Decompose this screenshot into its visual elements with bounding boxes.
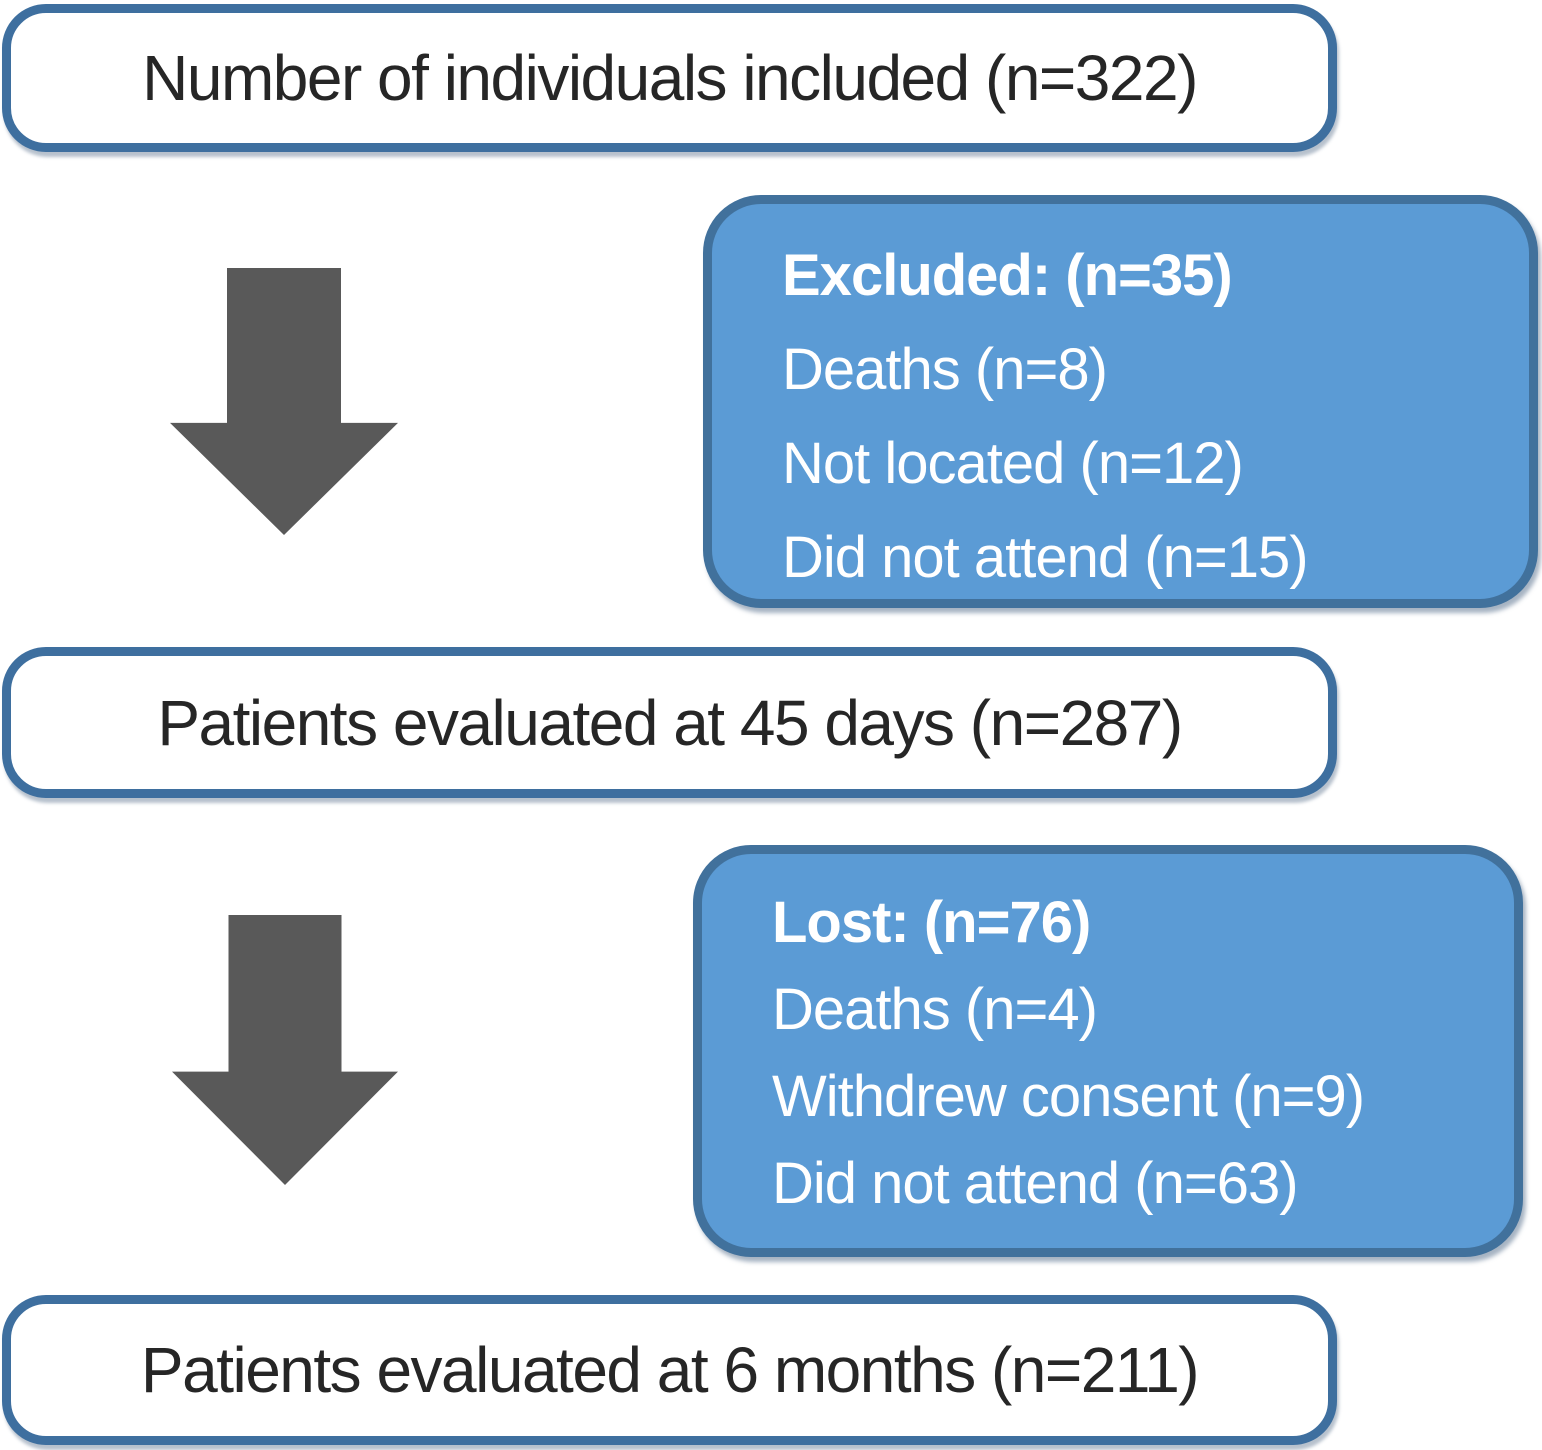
lost-heading: Lost: (n=76) [772,890,1091,955]
excluded-item: Did not attend (n=15) [782,525,1309,590]
flow-box-lost: Lost: (n=76) Deaths (n=4) Withdrew conse… [693,845,1523,1257]
excluded-item: Not located (n=12) [782,431,1244,496]
down-arrow-icon [170,268,398,535]
flow-box-evaluated-6-months: Patients evaluated at 6 months (n=211) [2,1295,1337,1445]
flow-box-excluded: Excluded: (n=35) Deaths (n=8) Not locate… [703,195,1538,608]
excluded-heading: Excluded: (n=35) [782,243,1233,308]
lost-item: Withdrew consent (n=9) [772,1064,1365,1129]
excluded-item: Deaths (n=8) [782,337,1108,402]
flow-box-evaluated-45-days-label: Patients evaluated at 45 days (n=287) [157,686,1183,759]
flow-box-evaluated-45-days: Patients evaluated at 45 days (n=287) [2,647,1337,798]
flow-box-included: Number of individuals included (n=322) [2,4,1337,152]
flow-box-included-label: Number of individuals included (n=322) [142,42,1198,114]
flow-box-evaluated-6-months-label: Patients evaluated at 6 months (n=211) [140,1334,1200,1406]
lost-item: Did not attend (n=63) [772,1151,1299,1216]
lost-item: Deaths (n=4) [772,977,1098,1042]
down-arrow-icon [172,915,398,1185]
